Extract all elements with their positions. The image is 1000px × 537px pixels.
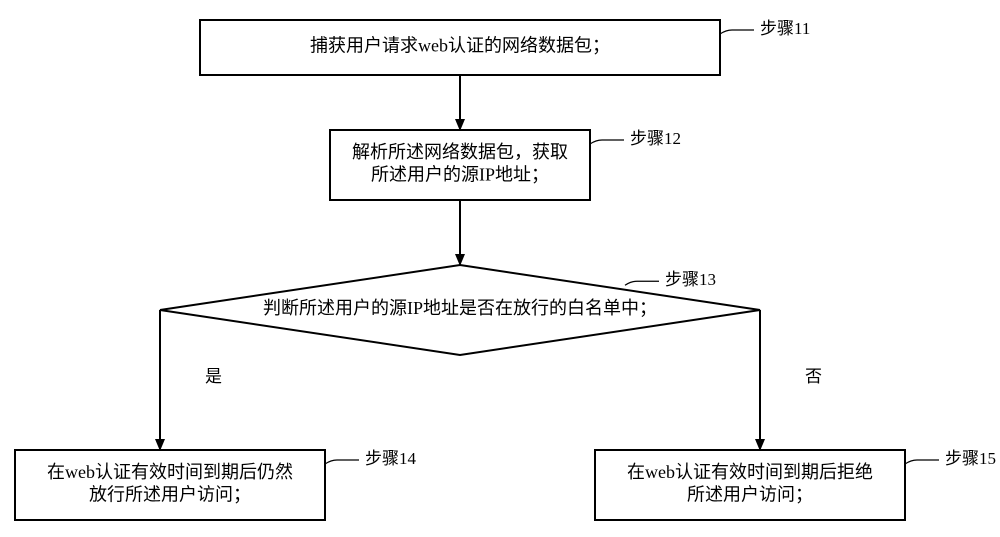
label-s12: 步骤12	[630, 129, 681, 148]
node-s13-text-line-0: 判断所述用户的源IP地址是否在放行的白名单中；	[263, 298, 657, 318]
label-s12-leader	[590, 140, 624, 144]
label-s15-leader	[905, 460, 939, 464]
node-s15-text-line-0: 在web认证有效时间到期后拒绝	[627, 462, 873, 482]
node-s15-text-line-1: 所述用户访问；	[687, 484, 813, 504]
label-s13-leader	[625, 281, 659, 285]
node-s11-text-line-0: 捕获用户请求web认证的网络数据包；	[310, 36, 610, 56]
label-s15: 步骤15	[945, 449, 996, 468]
node-s12-text-line-1: 所述用户的源IP地址；	[371, 164, 549, 184]
label-s11: 步骤11	[760, 19, 810, 38]
label-s13: 步骤13	[665, 270, 716, 289]
label-s11-leader	[720, 30, 754, 34]
label-s14: 步骤14	[365, 449, 416, 468]
node-s12-text-line-0: 解析所述网络数据包，获取	[352, 142, 568, 162]
edge-3-label: 否	[805, 367, 822, 386]
node-s14-text-line-1: 放行所述用户访问；	[89, 484, 251, 504]
label-s14-leader	[325, 460, 359, 464]
edge-2-label: 是	[205, 367, 222, 386]
node-s14-text-line-0: 在web认证有效时间到期后仍然	[47, 462, 293, 482]
